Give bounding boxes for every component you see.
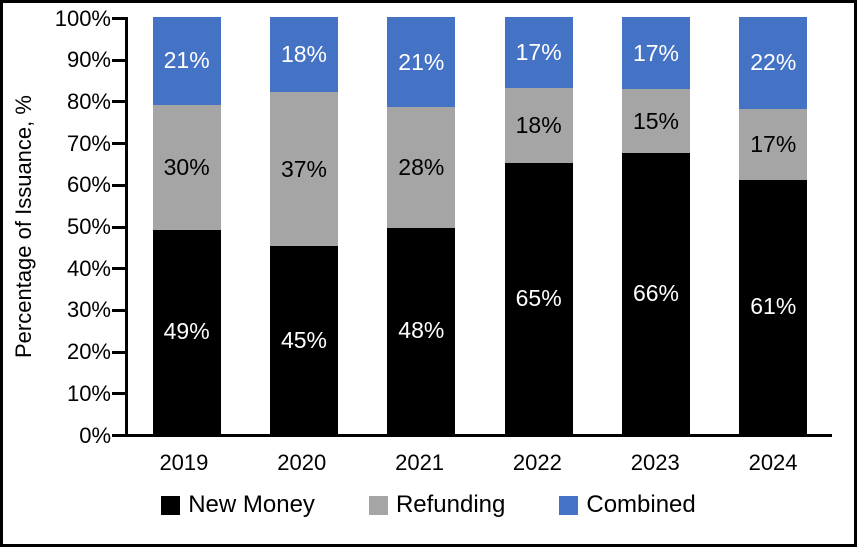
x-category-label: 2022	[512, 450, 562, 475]
bar-slot-2020: 18% 37% 45%	[245, 17, 362, 434]
legend-label: Refunding	[395, 491, 506, 518]
stacked-bar-2021: 21% 28% 48%	[387, 17, 456, 434]
y-tick-mark	[112, 308, 125, 312]
legend-item-combined: Combined	[559, 490, 696, 520]
legend-swatch-icon	[161, 495, 181, 515]
y-tick-label: 90%	[66, 47, 111, 73]
bar-slot-2021: 21% 28% 48%	[363, 17, 480, 434]
bar-segment-new-money: 61%	[739, 179, 808, 434]
x-axis-baseline-extension	[112, 434, 125, 437]
y-tick-label: 50%	[66, 214, 111, 239]
y-tick-label: 30%	[66, 297, 111, 323]
y-tick-mark	[112, 392, 125, 396]
bar-slot-2019: 21% 30% 49%	[128, 17, 245, 434]
bar-segment-new-money: 49%	[152, 229, 221, 434]
y-tick-mark	[112, 183, 125, 187]
bar-segment-new-money: 65%	[504, 162, 573, 434]
bar-segment-combined: 17%	[621, 17, 690, 90]
y-axis-tick-marks	[112, 17, 125, 437]
bar-segment-combined: 18%	[269, 17, 338, 93]
stacked-bar-2024: 22% 17% 61%	[739, 17, 808, 434]
bar-segment-combined: 21%	[387, 17, 456, 108]
x-category-label: 2020	[277, 450, 327, 475]
legend-item-refunding: Refunding	[368, 490, 506, 520]
stacked-bar-2019: 21% 30% 49%	[152, 17, 221, 434]
bar-segment-combined: 22%	[739, 17, 808, 109]
legend-label: New Money	[188, 491, 315, 518]
y-tick-mark	[112, 100, 125, 104]
legend-label: Combined	[586, 491, 696, 518]
y-tick-label: 70%	[66, 130, 111, 156]
y-tick-mark	[112, 142, 125, 146]
stacked-bar-2020: 18% 37% 45%	[269, 17, 338, 434]
legend-item-new-money: New Money	[161, 490, 315, 520]
y-tick-mark	[112, 17, 125, 20]
bar-segment-new-money: 48%	[387, 227, 456, 434]
stacked-bar-2022: 17% 18% 65%	[504, 17, 573, 434]
bar-segment-combined: 21%	[152, 17, 221, 105]
bar-segment-refunding: 28%	[387, 107, 456, 228]
plot-area: 21% 30% 49% 18% 37% 45% 21% 28% 48% 17% 18% 65% 17% 1…	[125, 17, 832, 437]
y-tick-label: 20%	[66, 339, 111, 365]
bar-segment-refunding: 37%	[269, 92, 338, 247]
stacked-bar-2023: 17% 15% 66%	[621, 17, 690, 434]
legend-swatch-icon	[368, 495, 388, 515]
bar-segment-new-money: 45%	[269, 246, 338, 434]
y-tick-mark	[112, 267, 125, 271]
bar-segment-combined: 17%	[504, 17, 573, 88]
y-tick-label: 0%	[79, 422, 111, 448]
x-category-label: 2024	[748, 450, 798, 475]
legend-swatch-icon	[559, 495, 579, 515]
bar-segment-refunding: 30%	[152, 104, 221, 230]
x-axis-category-labels: 2019 2020 2021 2022 2023 2024	[125, 450, 832, 476]
legend: New Money Refunding Combined	[3, 490, 854, 520]
bar-slot-2023: 17% 15% 66%	[597, 17, 714, 434]
bar-slot-2024: 22% 17% 61%	[715, 17, 832, 434]
y-tick-label: 40%	[66, 255, 111, 281]
y-axis-tick-labels: 0% 10% 20% 30% 40% 50% 60% 70% 80% 90% 100%	[3, 7, 111, 446]
bar-segment-refunding: 17%	[739, 108, 808, 180]
x-category-label: 2023	[630, 450, 680, 475]
bar-slot-2022: 17% 18% 65%	[480, 17, 597, 434]
y-tick-label: 80%	[66, 88, 111, 114]
y-tick-label: 60%	[66, 172, 111, 198]
bar-segment-new-money: 66%	[621, 153, 690, 434]
y-tick-mark	[112, 350, 125, 354]
bar-segment-refunding: 15%	[621, 89, 690, 154]
stacked-bars: 21% 30% 49% 18% 37% 45% 21% 28% 48% 17% 18% 65% 17% 1…	[128, 17, 832, 434]
y-tick-label: 10%	[66, 380, 111, 406]
bar-segment-refunding: 18%	[504, 87, 573, 163]
y-tick-mark	[112, 225, 125, 229]
x-category-label: 2021	[395, 450, 445, 475]
y-tick-label: 100%	[54, 5, 111, 31]
x-category-label: 2019	[159, 450, 209, 475]
y-tick-mark	[112, 58, 125, 62]
